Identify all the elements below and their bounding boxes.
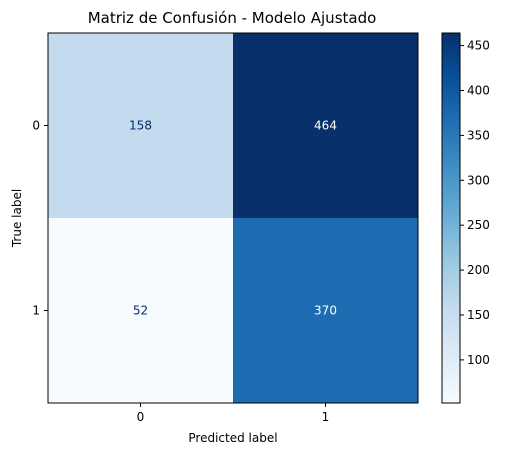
heatmap-cell — [233, 218, 418, 403]
colorbar-tick-label: 200 — [467, 263, 490, 277]
chart-title: Matriz de Confusión - Modelo Ajustado — [88, 9, 377, 27]
colorbar-tick-label: 250 — [467, 218, 490, 232]
heatmap-cell — [233, 33, 418, 218]
cell-value-label: 52 — [133, 304, 148, 318]
colorbar-frame — [441, 32, 461, 404]
heatmap-cell — [48, 218, 233, 403]
colorbar-tick-label: 350 — [467, 128, 490, 142]
x-tick-label: 1 — [322, 410, 330, 424]
colorbar: 100 150 200 250 300 350 400 450 — [441, 32, 490, 404]
x-axis-label: Predicted label — [188, 431, 277, 445]
cell-value-label: 370 — [314, 304, 337, 318]
y-tick-label: 1 — [32, 304, 40, 318]
y-tick-label: 0 — [32, 119, 40, 133]
colorbar-gradient — [442, 33, 460, 403]
cell-value-label: 158 — [129, 119, 152, 133]
colorbar-tick-label: 100 — [467, 353, 490, 367]
heatmap-cells: 158 464 52 370 — [48, 33, 418, 403]
colorbar-tick-label: 300 — [467, 173, 490, 187]
y-axis-label: True label — [10, 189, 24, 248]
x-tick-label: 0 — [137, 410, 145, 424]
cell-value-label: 464 — [314, 119, 337, 133]
colorbar-tick-label: 450 — [467, 39, 490, 53]
y-axis-ticks: 01 — [32, 119, 48, 318]
heatmap-cell — [48, 33, 233, 218]
colorbar-tick-label: 150 — [467, 308, 490, 322]
colorbar-tick-label: 400 — [467, 83, 490, 97]
plot-frame — [47, 32, 419, 404]
